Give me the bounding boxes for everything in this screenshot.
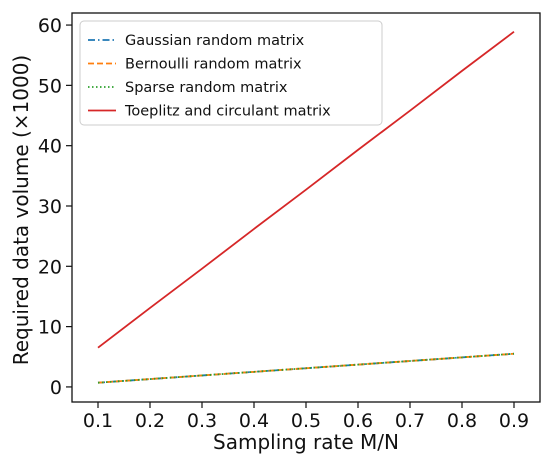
y-tick-label: 0 <box>50 377 62 399</box>
series-line-3 <box>97 30 515 349</box>
series-layer <box>97 30 515 384</box>
x-tick-label: 0.3 <box>187 410 217 432</box>
y-tick-label: 40 <box>38 136 62 158</box>
y-tick-label: 10 <box>38 317 62 339</box>
x-axis: 0.1 0.2 0.3 0.4 0.5 0.6 0.7 0.8 0.9 <box>83 402 529 432</box>
x-axis-title: Sampling rate M/N <box>213 430 399 454</box>
x-tick-label: 0.8 <box>447 410 477 432</box>
x-tick-label: 0.2 <box>135 410 165 432</box>
y-tick-label: 60 <box>38 15 62 37</box>
x-tick-label: 0.6 <box>343 410 373 432</box>
y-axis-title: Required data volume (×1000) <box>9 55 33 366</box>
y-axis: 0 10 20 30 40 50 60 <box>38 15 72 399</box>
x-tick-label: 0.9 <box>499 410 529 432</box>
legend-label-0: Gaussian random matrix <box>125 33 305 49</box>
legend-box <box>79 20 383 126</box>
x-tick-label: 0.4 <box>239 410 269 432</box>
y-tick-label: 30 <box>38 196 62 218</box>
legend-label-1: Bernoulli random matrix <box>125 57 302 73</box>
series-line-2 <box>97 352 515 384</box>
x-tick-label: 0.7 <box>395 410 425 432</box>
legend-label-2: Sparse random matrix <box>125 80 288 96</box>
x-tick-label: 0.5 <box>291 410 321 432</box>
legend: Gaussian random matrix Bernoulli random m… <box>79 20 383 126</box>
y-tick-label: 50 <box>38 75 62 97</box>
x-tick-label: 0.1 <box>83 410 113 432</box>
y-tick-label: 20 <box>38 256 62 278</box>
legend-label-3: Toeplitz and circulant matrix <box>124 104 331 120</box>
